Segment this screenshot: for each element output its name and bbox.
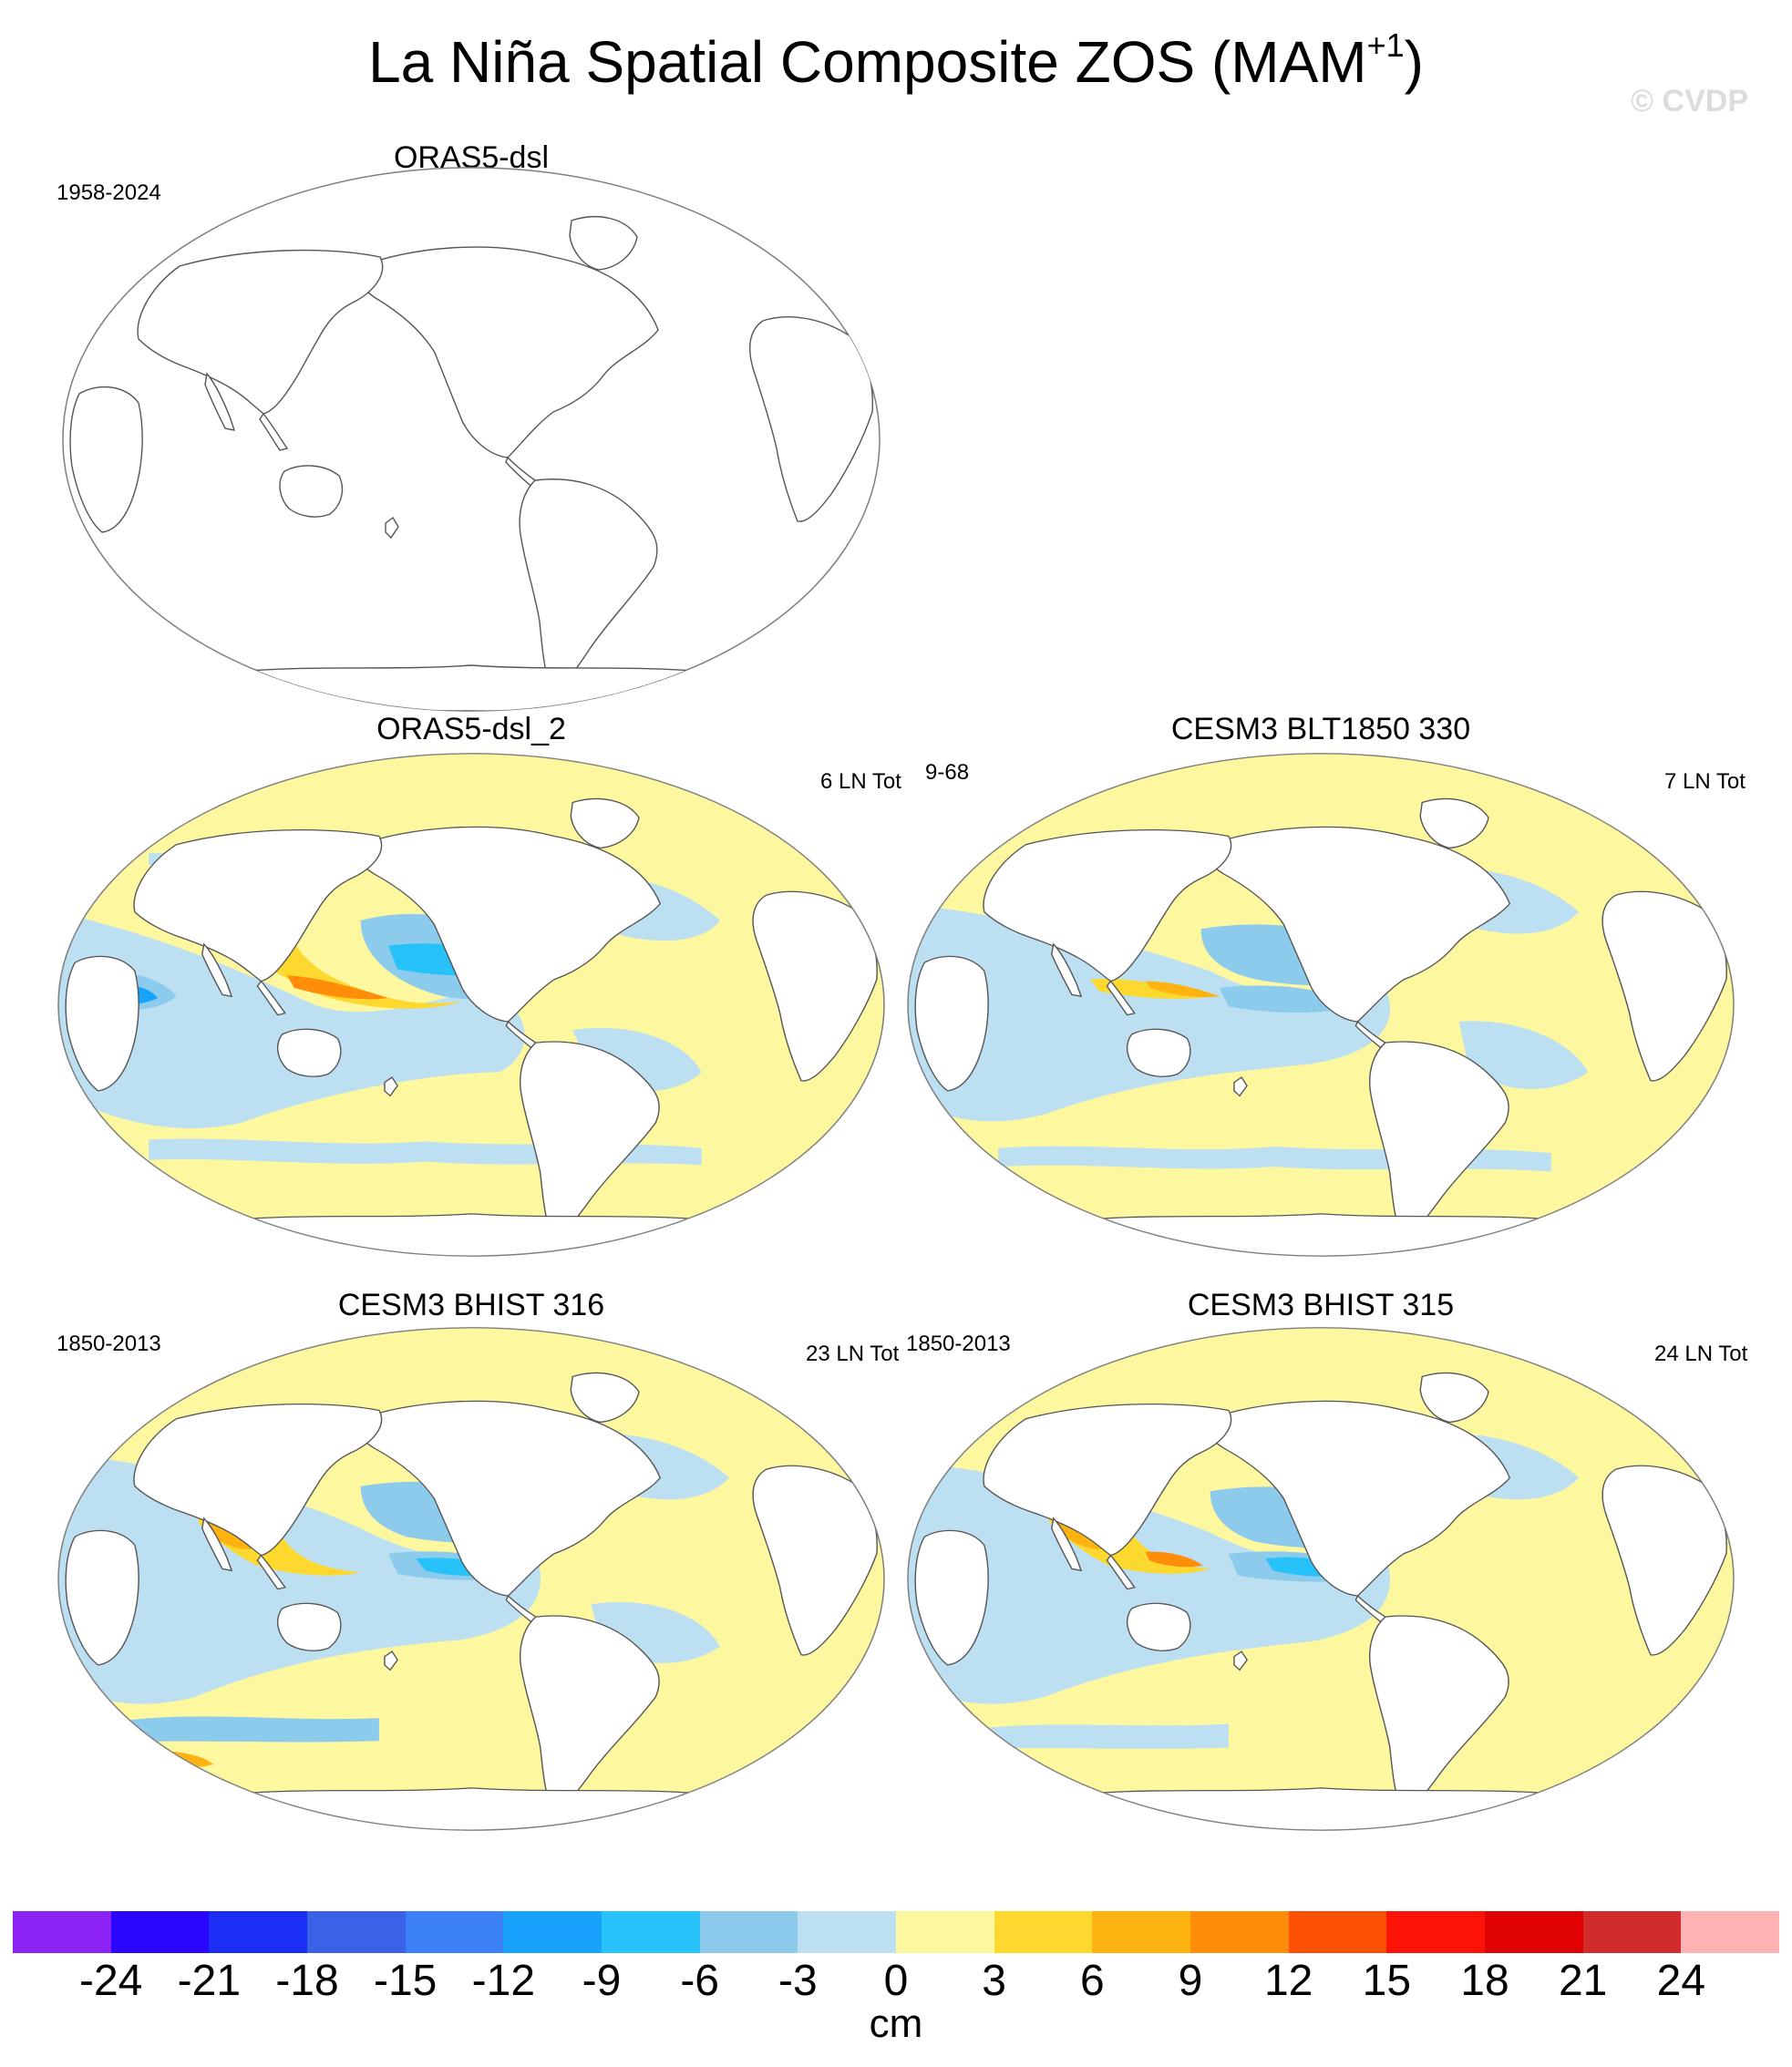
colorbar-tick-label: -9 (582, 1957, 622, 2005)
panel-title-cesm3-blt1850-330: CESM3 BLT1850 330 (1170, 712, 1471, 746)
colorbar-swatch (405, 1911, 504, 1953)
colorbar-swatch (699, 1911, 798, 1953)
colorbar-tick-label: 18 (1460, 1957, 1509, 2005)
colorbar-swatch (1386, 1911, 1486, 1953)
colorbar-swatch (1681, 1911, 1780, 1953)
colorbar-tick-label: 15 (1362, 1957, 1412, 2005)
colorbar-tick-label: 0 (883, 1957, 909, 2005)
colorbar-tick-label: -15 (373, 1957, 438, 2005)
colorbar-swatch (209, 1911, 308, 1953)
colorbar-swatch (1582, 1911, 1682, 1953)
colorbar (13, 1911, 1780, 1953)
colorbar-tick-label: -6 (680, 1957, 719, 2005)
colorbar-swatch (307, 1911, 406, 1953)
panel-extra-oras5-dsl-2: 9-68 (925, 760, 970, 785)
cvdp-watermark: © CVDP (1631, 84, 1748, 118)
panel-count-oras5-dsl-2: 6 LN Tot (820, 769, 901, 794)
colorbar-swatch (110, 1911, 210, 1953)
panel-title-cesm3-bhist-315: CESM3 BHIST 315 (1187, 1288, 1455, 1322)
panel-count-cesm3-bhist-315: 24 LN Tot (1654, 1342, 1748, 1366)
colorbar-swatch (994, 1911, 1093, 1953)
colorbar-swatch (798, 1911, 897, 1953)
map-oras5-dsl-2 (57, 753, 885, 1257)
panel-count-cesm3-blt1850-330: 7 LN Tot (1664, 769, 1746, 794)
colorbar-tick-label: 21 (1558, 1957, 1608, 2005)
colorbar-tick-label: 9 (1178, 1957, 1203, 2005)
colorbar-tick-label: 3 (982, 1957, 1006, 2005)
colorbar-tick-label: 12 (1263, 1957, 1313, 2005)
colorbar-swatch (13, 1911, 111, 1953)
panel-period-oras5-dsl: 1958-2024 (57, 180, 161, 205)
panel-title-oras5-dsl-2: ORAS5-dsl_2 (376, 712, 566, 746)
panel-period-cesm3-bhist-315: 1850-2013 (906, 1332, 1011, 1356)
colorbar-swatch (1190, 1911, 1289, 1953)
colorbar-tick-label: -12 (471, 1957, 536, 2005)
colorbar-units: cm (869, 2001, 923, 2046)
map-oras5-dsl (62, 167, 881, 712)
colorbar-tick-label: 6 (1079, 1957, 1105, 2005)
panel-period-cesm3-bhist-316: 1850-2013 (57, 1332, 161, 1356)
figure-title: La Niña Spatial Composite ZOS (MAM+1) (368, 26, 1424, 96)
colorbar-tick-label: -3 (778, 1957, 818, 2005)
panel-count-cesm3-bhist-316: 23 LN Tot (806, 1342, 900, 1366)
colorbar-tick-label: -24 (78, 1957, 143, 2005)
colorbar-tick-label: -18 (275, 1957, 339, 2005)
colorbar-swatch (602, 1911, 700, 1953)
colorbar-swatch (896, 1911, 994, 1953)
colorbar-swatch (503, 1911, 602, 1953)
colorbar-swatch (1092, 1911, 1191, 1953)
map-cesm3-blt1850-330 (907, 753, 1735, 1257)
colorbar-tick-label: 24 (1656, 1957, 1706, 2005)
panel-title-cesm3-bhist-316: CESM3 BHIST 316 (337, 1288, 605, 1322)
colorbar-swatch (1288, 1911, 1387, 1953)
map-cesm3-bhist-316 (57, 1327, 885, 1831)
colorbar-tick-label: -21 (177, 1957, 242, 2005)
map-cesm3-bhist-315 (907, 1327, 1735, 1831)
colorbar-swatch (1485, 1911, 1583, 1953)
